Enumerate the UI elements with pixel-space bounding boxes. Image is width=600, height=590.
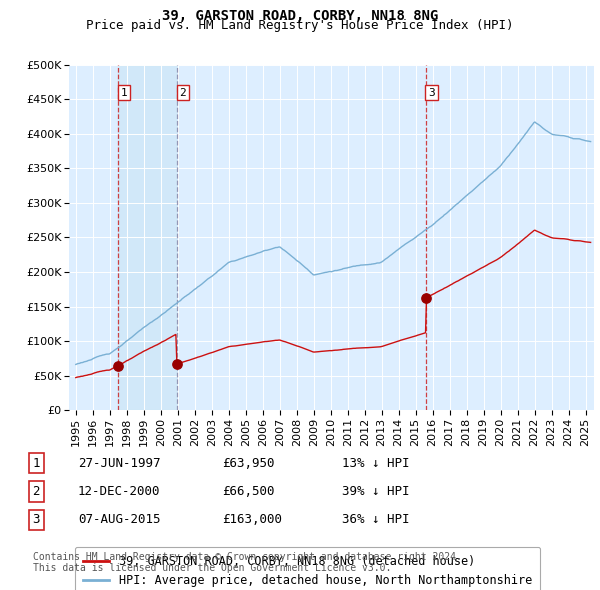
- Bar: [118, 65, 177, 410]
- Point: [113, 361, 123, 371]
- Text: 3: 3: [32, 513, 40, 526]
- Text: 2: 2: [179, 87, 186, 97]
- Text: 07-AUG-2015: 07-AUG-2015: [78, 513, 161, 526]
- Text: 3: 3: [428, 87, 435, 97]
- Point: [172, 359, 182, 369]
- Text: 39% ↓ HPI: 39% ↓ HPI: [342, 485, 409, 498]
- Text: 1: 1: [121, 87, 127, 97]
- Text: £63,950: £63,950: [222, 457, 275, 470]
- Legend: 39, GARSTON ROAD, CORBY, NN18 8NG (detached house), HPI: Average price, detached: 39, GARSTON ROAD, CORBY, NN18 8NG (detac…: [75, 547, 540, 590]
- Text: 39, GARSTON ROAD, CORBY, NN18 8NG: 39, GARSTON ROAD, CORBY, NN18 8NG: [162, 9, 438, 23]
- Text: 36% ↓ HPI: 36% ↓ HPI: [342, 513, 409, 526]
- Text: £163,000: £163,000: [222, 513, 282, 526]
- Text: 1: 1: [32, 457, 40, 470]
- Text: Contains HM Land Registry data © Crown copyright and database right 2024.
This d: Contains HM Land Registry data © Crown c…: [33, 552, 462, 573]
- Text: Price paid vs. HM Land Registry's House Price Index (HPI): Price paid vs. HM Land Registry's House …: [86, 19, 514, 32]
- Text: 27-JUN-1997: 27-JUN-1997: [78, 457, 161, 470]
- Text: 2: 2: [32, 485, 40, 498]
- Text: £66,500: £66,500: [222, 485, 275, 498]
- Point: [421, 293, 430, 302]
- Text: 12-DEC-2000: 12-DEC-2000: [78, 485, 161, 498]
- Text: 13% ↓ HPI: 13% ↓ HPI: [342, 457, 409, 470]
